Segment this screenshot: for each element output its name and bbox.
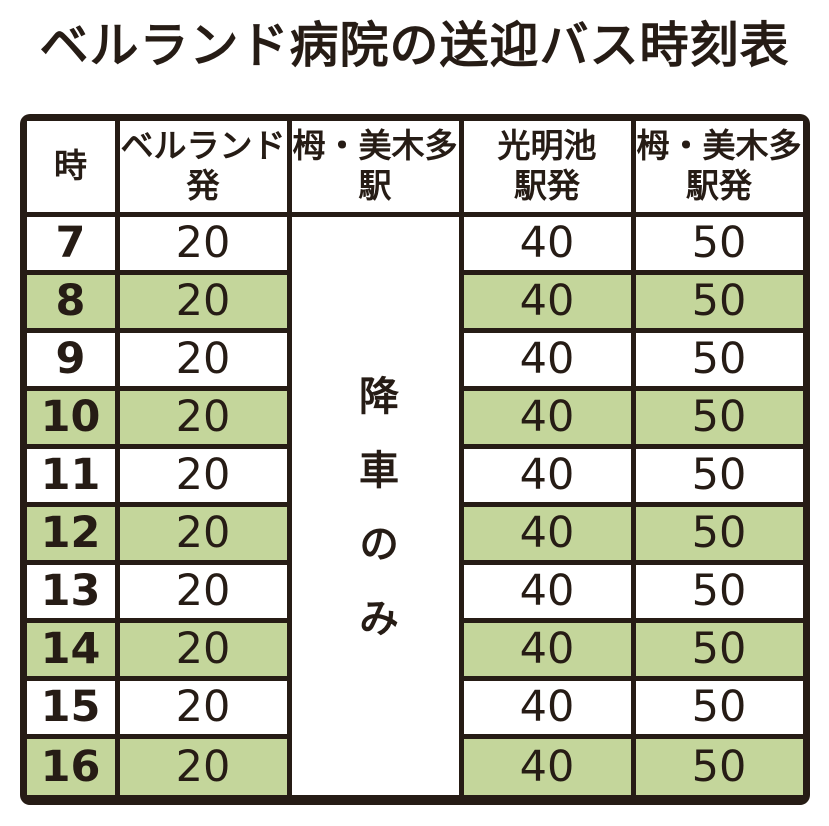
timetable-title: ベルランド病院の送迎バス時刻表 bbox=[39, 19, 790, 73]
komyoike-dep-cell: 40 bbox=[463, 216, 636, 275]
toga-mikita-dep-cell: 50 bbox=[635, 622, 803, 681]
col-header-komyoike-dep: 光明池 駅発 bbox=[463, 120, 636, 217]
col-header-toga-mikita-station: 栂・美木多 駅 bbox=[291, 120, 464, 217]
toga-mikita-dep-cell: 50 bbox=[635, 506, 803, 565]
toga-mikita-dep-cell: 50 bbox=[635, 564, 803, 623]
hour-cell: 7 bbox=[26, 216, 120, 275]
col-header-bellland-dep: ベルランド 発 bbox=[119, 120, 292, 217]
bellland-dep-cell: 20 bbox=[119, 216, 292, 275]
bellland-dep-cell: 20 bbox=[119, 506, 292, 565]
toga-mikita-dep-cell: 50 bbox=[635, 390, 803, 449]
bellland-dep-cell: 20 bbox=[119, 448, 292, 507]
dropoff-only-note: 降車のみ bbox=[353, 374, 397, 671]
bellland-dep-cell: 20 bbox=[119, 564, 292, 623]
toga-mikita-dep-cell: 50 bbox=[635, 738, 803, 795]
hour-cell: 11 bbox=[26, 448, 120, 507]
komyoike-dep-cell: 40 bbox=[463, 622, 636, 681]
bellland-dep-cell: 20 bbox=[119, 274, 292, 333]
bellland-dep-cell: 20 bbox=[119, 332, 292, 391]
hour-cell: 9 bbox=[26, 332, 120, 391]
hour-cell: 13 bbox=[26, 564, 120, 623]
komyoike-dep-cell: 40 bbox=[463, 448, 636, 507]
hour-cell: 14 bbox=[26, 622, 120, 681]
hour-cell: 16 bbox=[26, 738, 120, 795]
hour-cell: 10 bbox=[26, 390, 120, 449]
bellland-dep-cell: 20 bbox=[119, 738, 292, 795]
bellland-dep-cell: 20 bbox=[119, 390, 292, 449]
toga-mikita-dep-cell: 50 bbox=[635, 680, 803, 739]
hour-cell: 12 bbox=[26, 506, 120, 565]
bus-timetable: 時 ベルランド 発 栂・美木多 駅 光明池 駅発 栂・美木多 駅発 降車のみ bbox=[19, 113, 810, 805]
hour-cell: 8 bbox=[26, 274, 120, 333]
komyoike-dep-cell: 40 bbox=[463, 564, 636, 623]
komyoike-dep-cell: 40 bbox=[463, 274, 636, 333]
timetable-grid: 時 ベルランド 発 栂・美木多 駅 光明池 駅発 栂・美木多 駅発 降車のみ bbox=[26, 120, 803, 795]
toga-mikita-dep-cell: 50 bbox=[635, 274, 803, 333]
toga-mikita-dep-cell: 50 bbox=[635, 332, 803, 391]
toga-mikita-dep-cell: 50 bbox=[635, 216, 803, 275]
komyoike-dep-cell: 40 bbox=[463, 332, 636, 391]
dropoff-only-merged-cell: 降車のみ bbox=[291, 216, 464, 795]
komyoike-dep-cell: 40 bbox=[463, 506, 636, 565]
bellland-dep-cell: 20 bbox=[119, 680, 292, 739]
komyoike-dep-cell: 40 bbox=[463, 738, 636, 795]
col-header-hour: 時 bbox=[26, 120, 120, 217]
col-header-hour-label: 時 bbox=[54, 147, 87, 185]
hour-cell: 15 bbox=[26, 680, 120, 739]
komyoike-dep-cell: 40 bbox=[463, 390, 636, 449]
bellland-dep-cell: 20 bbox=[119, 622, 292, 681]
toga-mikita-dep-cell: 50 bbox=[635, 448, 803, 507]
timetable-page: ベルランド病院の送迎バス時刻表 時 ベルランド 発 栂・美木多 駅 光明池 駅発… bbox=[0, 14, 829, 826]
col-header-toga-mikita-dep: 栂・美木多 駅発 bbox=[635, 120, 803, 217]
komyoike-dep-cell: 40 bbox=[463, 680, 636, 739]
